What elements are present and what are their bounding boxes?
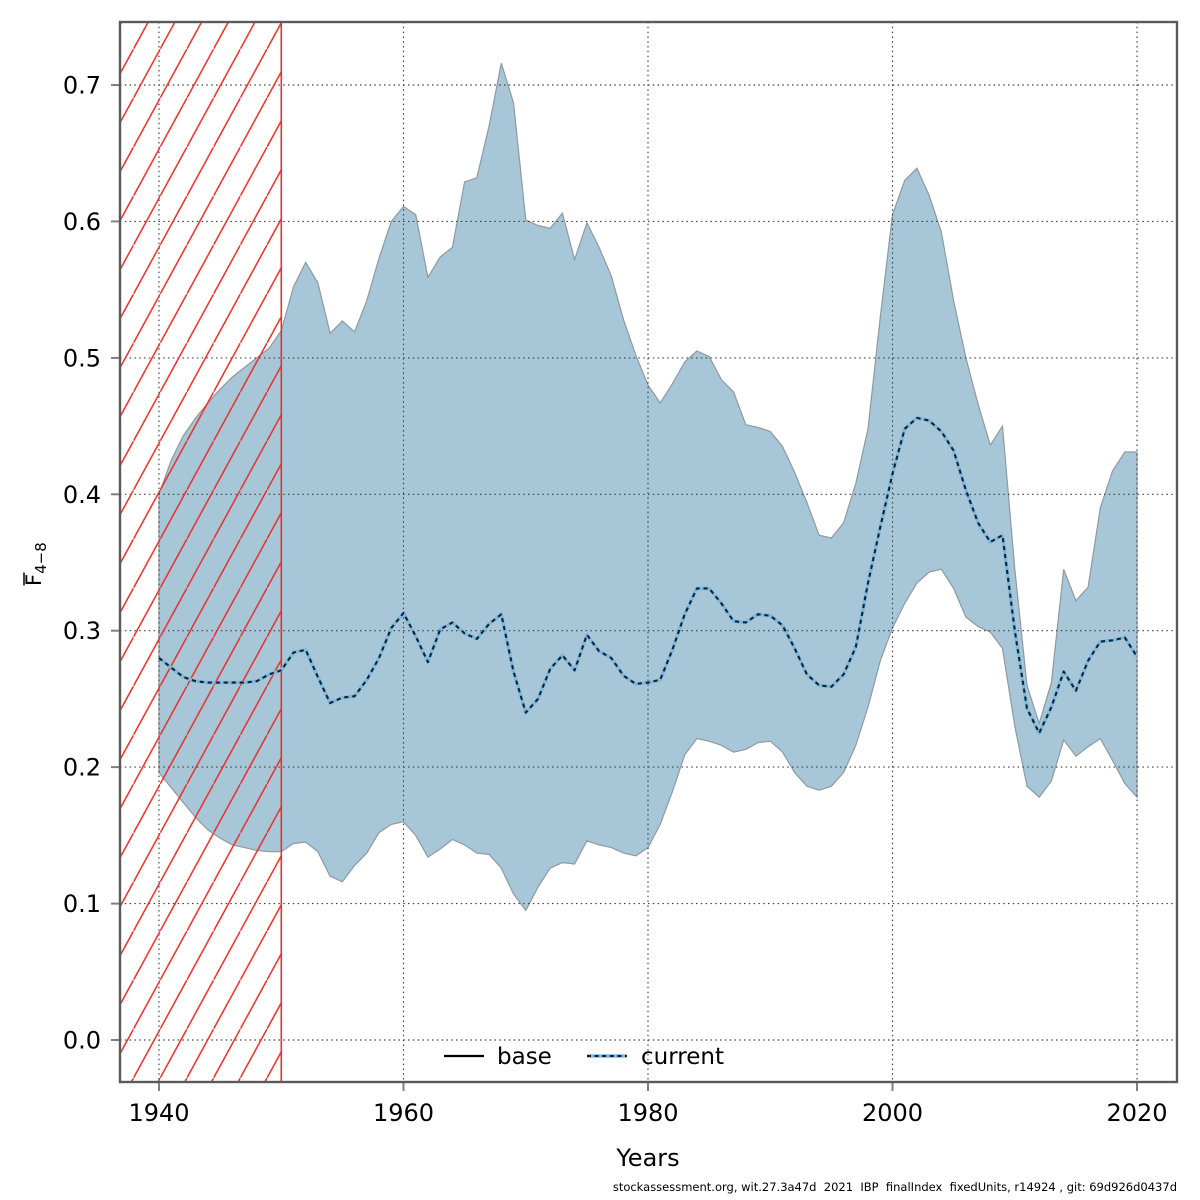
y-tick-label: 0.1 — [63, 890, 101, 918]
plot-frame — [118, 20, 1179, 1084]
y-axis-title-subscript: 4−8 — [32, 542, 50, 574]
y-tick-label: 0.4 — [63, 481, 101, 509]
y-axis-title: F4−8 — [22, 542, 50, 586]
confidence-band — [158, 63, 1138, 912]
current-line — [158, 416, 1138, 735]
x-axis-title: Years — [615, 1144, 679, 1172]
y-tick-label: 0.6 — [63, 208, 101, 236]
estimate-line-layer — [157, 416, 1139, 735]
confidence-band-layer — [158, 63, 1138, 912]
legend: base current — [444, 1044, 724, 1070]
x-tick-label: 2020 — [1106, 1099, 1167, 1127]
x-tick-label: 1940 — [128, 1099, 189, 1127]
x-tick-label-layer: 1940 1960 1980 2000 2020 — [128, 1099, 1167, 1127]
y-tick-label: 0.5 — [63, 344, 101, 372]
x-tick-label: 2000 — [862, 1099, 923, 1127]
legend-base-label: base — [497, 1044, 552, 1070]
x-tick-label: 1960 — [373, 1099, 434, 1127]
hatched-uncertainty-region — [119, 21, 283, 1083]
footer-run-id: stockassessment.org, wit.27.3a47d 2021 I… — [613, 1180, 1177, 1194]
axis-tick-layer — [111, 84, 1138, 1091]
y-axis-title-letter: F — [22, 574, 46, 586]
x-tick-label: 1980 — [617, 1099, 678, 1127]
y-tick-label: 0.2 — [63, 754, 101, 782]
y-tick-label: 0.3 — [63, 617, 101, 645]
y-tick-label: 0.0 — [63, 1027, 101, 1055]
y-tick-label: 0.7 — [63, 72, 101, 100]
legend-current-label: current — [641, 1044, 724, 1070]
y-tick-label-layer: 0.0 0.1 0.2 0.3 0.4 0.5 0.6 0.7 — [63, 72, 101, 1055]
svg-text:F4−8: F4−8 — [22, 542, 50, 586]
